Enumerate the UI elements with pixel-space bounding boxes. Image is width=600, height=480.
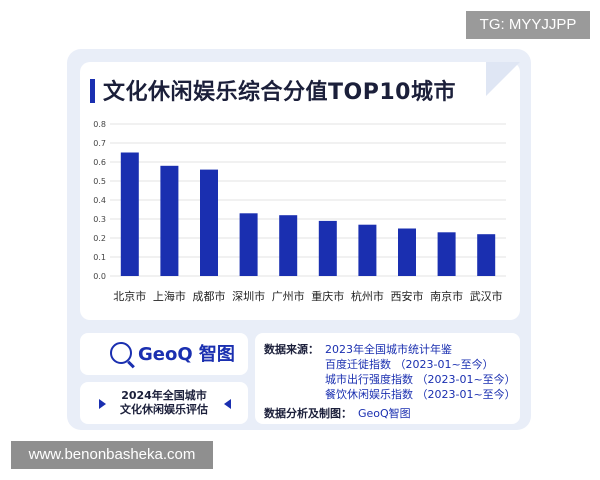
y-axis-ticks: 0.0 0.1 0.2 0.3 0.4 0.5 0.6 0.7 0.8 [93, 120, 106, 281]
y-tick-label: 0.2 [93, 234, 106, 243]
evaluation-panel [80, 382, 248, 424]
bar [160, 165, 179, 276]
y-tick-label: 0.6 [93, 158, 106, 167]
y-tick-label: 0.0 [93, 272, 106, 281]
y-tick-label: 0.1 [93, 253, 106, 262]
source-item: 餐饮休闲娱乐指数 （2023-01~至今） [325, 388, 516, 401]
x-tick-label: 西安市 [391, 289, 424, 303]
bar [120, 152, 139, 276]
y-tick-label: 0.5 [93, 177, 106, 186]
evaluation-line-1: 2024年全国城市 [121, 389, 207, 402]
chart-panel [80, 112, 520, 320]
y-tick-label: 0.4 [93, 196, 106, 205]
x-tick-label: 上海市 [153, 289, 186, 303]
y-tick-label: 0.7 [93, 139, 106, 148]
watermark-bottom: www.benonbasheka.com [11, 441, 213, 469]
logo-panel [80, 333, 248, 375]
bar [239, 213, 258, 276]
analysis-value: GeoQ智图 [358, 407, 411, 420]
bar-chart: 0.0 0.1 0.2 0.3 0.4 0.5 0.6 0.7 0.8 北京市 上海市 成都市 深圳市… [93, 120, 506, 303]
bar [477, 234, 496, 276]
x-tick-label: 重庆市 [311, 289, 344, 303]
bar [200, 169, 218, 276]
page-fold-corner [486, 62, 520, 96]
bar [358, 224, 377, 276]
x-tick-label: 杭州市 [351, 289, 384, 303]
sources-label: 数据来源： [264, 343, 319, 356]
watermark-top: TG: MYYJJPP [466, 11, 590, 39]
evaluation-title: 2024年全国城市 文化休闲娱乐评估 [96, 389, 232, 417]
title-panel [80, 62, 520, 117]
source-item: 2023年全国城市统计年鉴 [325, 343, 452, 356]
sources-panel [255, 333, 520, 424]
bar [279, 215, 298, 276]
triangle-left-icon [224, 399, 231, 409]
bar [318, 220, 337, 276]
bar [437, 232, 456, 276]
x-tick-label: 南京市 [430, 289, 463, 303]
y-tick-label: 0.3 [93, 215, 106, 224]
x-tick-label: 北京市 [113, 289, 146, 303]
geoq-logo: GeoQ 智图 [110, 340, 235, 366]
source-item: 百度迁徙指数 （2023-01~至今） [325, 358, 494, 371]
chart-title: 文化休闲娱乐综合分值TOP10城市 [103, 80, 456, 105]
x-tick-label: 广州市 [272, 289, 305, 303]
source-item: 城市出行强度指数 （2023-01~至今） [325, 373, 516, 386]
x-axis-ticks: 北京市 上海市 成都市 深圳市 广州市 重庆市 杭州市 西安市 南京市 武汉市 [113, 289, 502, 303]
x-tick-label: 武汉市 [470, 289, 503, 303]
map-pin-icon [110, 342, 132, 364]
title-accent-bar [90, 79, 95, 103]
triangle-right-icon [99, 399, 106, 409]
evaluation-line-2: 文化休闲娱乐评估 [120, 403, 208, 416]
y-tick-label: 0.8 [93, 120, 106, 129]
x-tick-label: 成都市 [193, 289, 226, 303]
bar [398, 228, 416, 276]
analysis-label: 数据分析及制图： [264, 407, 352, 420]
x-tick-label: 深圳市 [232, 289, 265, 303]
bars [120, 152, 496, 276]
logo-text: GeoQ 智图 [138, 344, 235, 365]
